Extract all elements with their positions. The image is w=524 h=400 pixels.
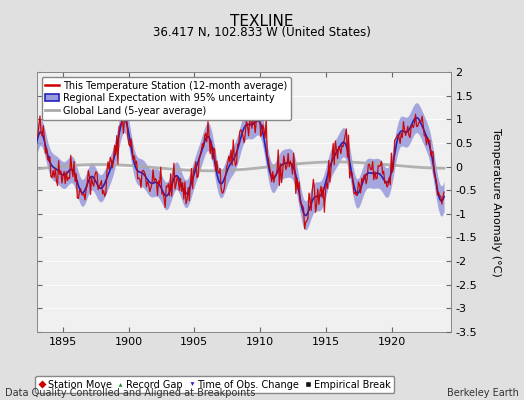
Y-axis label: Temperature Anomaly (°C): Temperature Anomaly (°C) bbox=[491, 128, 501, 276]
Text: 36.417 N, 102.833 W (United States): 36.417 N, 102.833 W (United States) bbox=[153, 26, 371, 39]
Text: Data Quality Controlled and Aligned at Breakpoints: Data Quality Controlled and Aligned at B… bbox=[5, 388, 256, 398]
Legend: Station Move, Record Gap, Time of Obs. Change, Empirical Break: Station Move, Record Gap, Time of Obs. C… bbox=[35, 376, 395, 394]
Text: TEXLINE: TEXLINE bbox=[230, 14, 294, 29]
Text: Berkeley Earth: Berkeley Earth bbox=[447, 388, 519, 398]
